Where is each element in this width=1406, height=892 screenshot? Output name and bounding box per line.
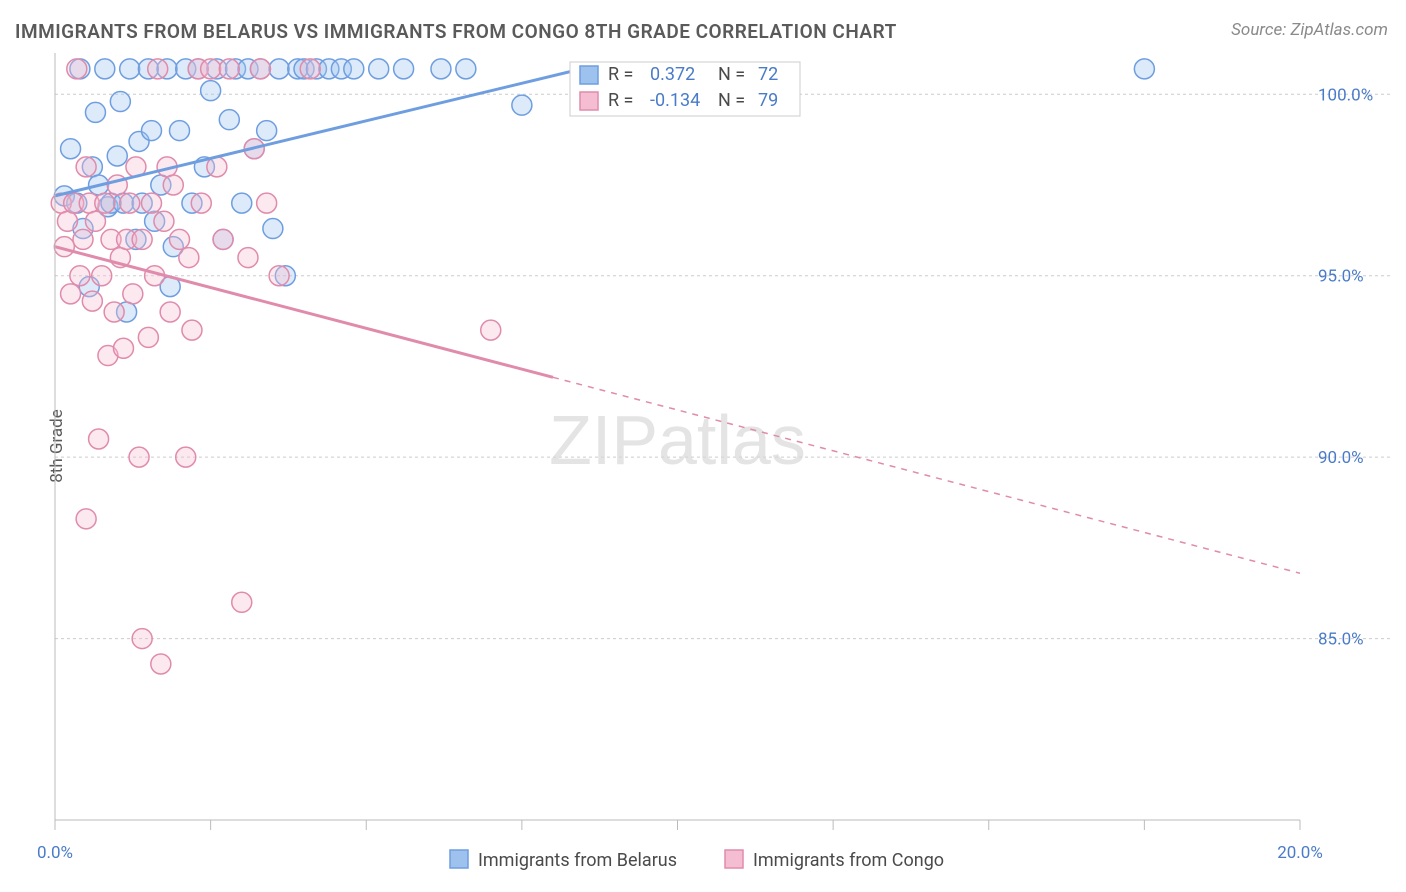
data-point (232, 592, 252, 612)
data-point (219, 59, 239, 79)
data-point (250, 59, 270, 79)
y-tick-label: 100.0% (1318, 85, 1373, 105)
data-point (263, 219, 283, 239)
data-point (120, 193, 140, 213)
data-point (148, 59, 168, 79)
legend-n-label: N = (718, 90, 745, 111)
y-tick-label: 85.0% (1318, 630, 1364, 650)
data-point (82, 291, 102, 311)
data-point (107, 146, 127, 166)
data-point (141, 193, 161, 213)
legend-r-label: R = (608, 90, 633, 111)
legend-r-label: R = (608, 64, 633, 85)
y-tick-label: 90.0% (1318, 448, 1364, 468)
data-point (120, 59, 140, 79)
legend-n-value: 79 (758, 90, 778, 111)
data-point (123, 284, 143, 304)
data-point (95, 193, 115, 213)
data-point (61, 284, 81, 304)
data-point (269, 59, 289, 79)
data-point (160, 302, 180, 322)
legend-series-label: Immigrants from Congo (753, 850, 944, 871)
data-point (182, 320, 202, 340)
data-point (369, 59, 389, 79)
data-point (163, 175, 183, 195)
legend-swatch (580, 66, 598, 84)
data-point (176, 447, 196, 467)
data-point (85, 102, 105, 122)
data-point (113, 338, 133, 358)
data-point (170, 229, 190, 249)
y-tick-label: 95.0% (1318, 267, 1364, 287)
data-point (154, 211, 174, 231)
data-point (512, 95, 532, 115)
legend-n-label: N = (718, 64, 745, 85)
data-point (481, 320, 501, 340)
legend-r-value: -0.134 (650, 90, 700, 111)
data-point (95, 59, 115, 79)
data-point (132, 229, 152, 249)
data-point (92, 266, 112, 286)
data-point (138, 327, 158, 347)
scatter-chart: 85.0% 90.0% 95.0% 100.0% ZIPatlas 0.0% 20.0% R … (0, 0, 1406, 892)
data-point (191, 193, 211, 213)
data-point (219, 110, 239, 130)
data-point (76, 509, 96, 529)
data-point (394, 59, 414, 79)
data-point (213, 229, 233, 249)
data-point (110, 92, 130, 112)
data-point (129, 447, 149, 467)
data-point (1134, 59, 1154, 79)
legend-n-value: 72 (758, 64, 778, 85)
legend-swatch (725, 850, 743, 868)
data-point (57, 211, 77, 231)
data-point (300, 59, 320, 79)
data-point (151, 654, 171, 674)
data-point (104, 302, 124, 322)
data-point (76, 157, 96, 177)
legend-swatch (580, 92, 598, 110)
legend-swatch (450, 850, 468, 868)
data-point (456, 59, 476, 79)
data-point (170, 121, 190, 141)
data-point (201, 59, 221, 79)
data-point (431, 59, 451, 79)
data-point (61, 139, 81, 159)
data-point (67, 59, 87, 79)
data-point (89, 429, 109, 449)
data-point (232, 193, 252, 213)
data-point (238, 248, 258, 268)
x-tick-label: 20.0% (1277, 843, 1323, 863)
x-tick-label: 0.0% (37, 843, 73, 863)
data-point (141, 121, 161, 141)
data-point (257, 193, 277, 213)
data-point (73, 229, 93, 249)
legend-r-value: 0.372 (650, 64, 695, 85)
data-point (179, 248, 199, 268)
data-point (269, 266, 289, 286)
data-point (70, 266, 90, 286)
data-point (132, 629, 152, 649)
data-point (201, 81, 221, 101)
trend-line (55, 65, 597, 196)
data-point (257, 121, 277, 141)
watermark: ZIPatlas (549, 401, 806, 479)
legend-series-label: Immigrants from Belarus (478, 850, 677, 871)
data-point (85, 211, 105, 231)
data-point (344, 59, 364, 79)
